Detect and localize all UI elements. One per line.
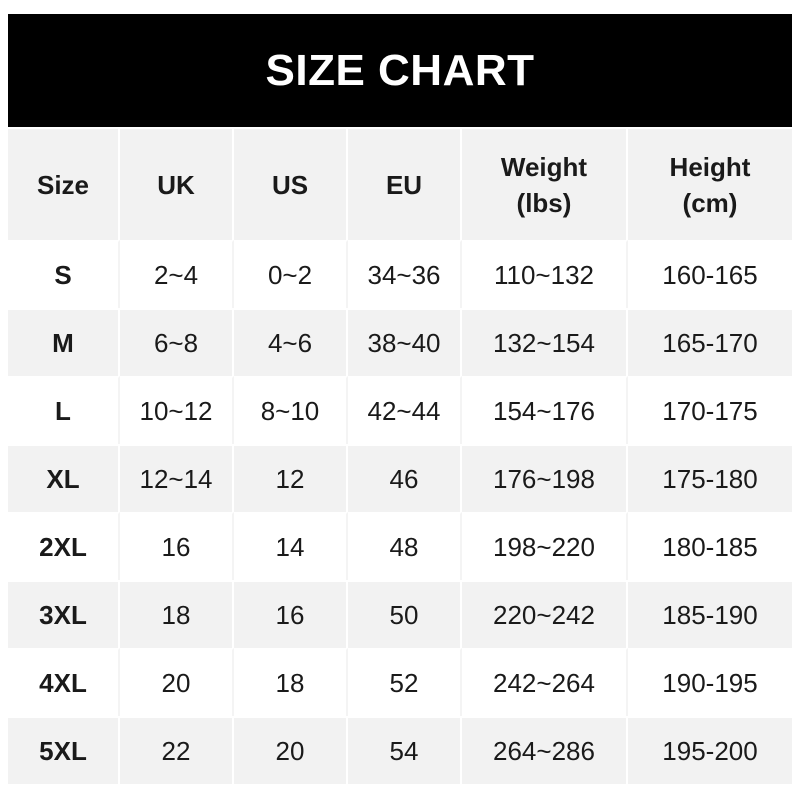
table-cell: 2~4 <box>120 240 234 308</box>
table-cell: 160-165 <box>628 240 792 308</box>
table-cell: 16 <box>120 512 234 580</box>
table-cell: 0~2 <box>234 240 348 308</box>
table-row: M 6~8 4~6 38~40 132~154 165-170 <box>8 308 792 376</box>
table-cell: 12 <box>234 444 348 512</box>
table-cell: 190-195 <box>628 648 792 716</box>
table-cell: 54 <box>348 716 462 784</box>
table-cell: 18 <box>234 648 348 716</box>
table-row: L 10~12 8~10 42~44 154~176 170-175 <box>8 376 792 444</box>
table-row: 3XL 18 16 50 220~242 185-190 <box>8 580 792 648</box>
table-cell: 175-180 <box>628 444 792 512</box>
table-row: 5XL 22 20 54 264~286 195-200 <box>8 716 792 784</box>
size-cell: S <box>8 240 120 308</box>
table-cell: 132~154 <box>462 308 628 376</box>
table-cell: 42~44 <box>348 376 462 444</box>
size-cell: XL <box>8 444 120 512</box>
table-row: XL 12~14 12 46 176~198 175-180 <box>8 444 792 512</box>
column-header: EU <box>348 127 462 240</box>
table-cell: 4~6 <box>234 308 348 376</box>
column-header-line: Height <box>669 151 751 182</box>
table-cell: 46 <box>348 444 462 512</box>
table-cell: 52 <box>348 648 462 716</box>
table-cell: 264~286 <box>462 716 628 784</box>
table-cell: 176~198 <box>462 444 628 512</box>
table-cell: 22 <box>120 716 234 784</box>
table-cell: 242~264 <box>462 648 628 716</box>
column-header-line: EU <box>385 169 423 200</box>
table-cell: 38~40 <box>348 308 462 376</box>
column-header: Size <box>8 127 120 240</box>
table-cell: 14 <box>234 512 348 580</box>
size-cell: L <box>8 376 120 444</box>
table-cell: 165-170 <box>628 308 792 376</box>
table-cell: 18 <box>120 580 234 648</box>
column-header-line: US <box>271 169 309 200</box>
column-header: US <box>234 127 348 240</box>
column-header: UK <box>120 127 234 240</box>
table-cell: 12~14 <box>120 444 234 512</box>
column-header-line: Size <box>36 169 90 200</box>
table-cell: 48 <box>348 512 462 580</box>
size-cell: 3XL <box>8 580 120 648</box>
table-cell: 20 <box>120 648 234 716</box>
table-cell: 50 <box>348 580 462 648</box>
table-cell: 185-190 <box>628 580 792 648</box>
table-cell: 20 <box>234 716 348 784</box>
size-table: Size UK US EU Weight (lbs) Height (cm) S 2~4 0~2 3… <box>8 127 792 784</box>
size-chart-title: SIZE CHART <box>8 14 792 127</box>
table-cell: 6~8 <box>120 308 234 376</box>
table-cell: 195-200 <box>628 716 792 784</box>
table-cell: 170-175 <box>628 376 792 444</box>
table-cell: 10~12 <box>120 376 234 444</box>
table-cell: 8~10 <box>234 376 348 444</box>
table-cell: 220~242 <box>462 580 628 648</box>
size-cell: 2XL <box>8 512 120 580</box>
table-cell: 154~176 <box>462 376 628 444</box>
column-header: Weight (lbs) <box>462 127 628 240</box>
size-cell: 5XL <box>8 716 120 784</box>
size-cell: M <box>8 308 120 376</box>
table-row: 2XL 16 14 48 198~220 180-185 <box>8 512 792 580</box>
table-cell: 198~220 <box>462 512 628 580</box>
table-row: 4XL 20 18 52 242~264 190-195 <box>8 648 792 716</box>
table-cell: 16 <box>234 580 348 648</box>
table-cell: 110~132 <box>462 240 628 308</box>
column-header-line: (lbs) <box>516 187 572 218</box>
header-row: Size UK US EU Weight (lbs) Height (cm) <box>8 127 792 240</box>
table-row: S 2~4 0~2 34~36 110~132 160-165 <box>8 240 792 308</box>
column-header-line: (cm) <box>682 187 738 218</box>
size-cell: 4XL <box>8 648 120 716</box>
column-header-line: Weight <box>500 151 588 182</box>
table-cell: 34~36 <box>348 240 462 308</box>
table-cell: 180-185 <box>628 512 792 580</box>
column-header-line: UK <box>157 169 195 200</box>
column-header: Height (cm) <box>628 127 792 240</box>
